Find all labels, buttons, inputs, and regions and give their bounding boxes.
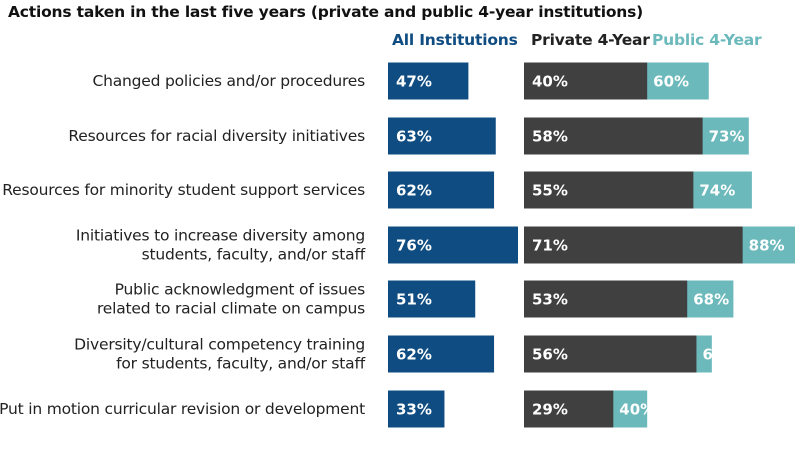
legend-private-4-year: Private 4-Year	[531, 31, 650, 49]
value-label-public-4-year: 68%	[693, 291, 729, 309]
value-label-private-4-year: 53%	[532, 291, 568, 309]
bar-private-4-year	[524, 335, 697, 373]
bar-all-institutions	[388, 62, 469, 100]
category-label: Initiatives to increase diversity among s…	[76, 227, 366, 264]
category-label: Put in motion curricular revision or dev…	[0, 400, 365, 418]
bar-private-4-year	[524, 117, 703, 155]
bar-private-4-year	[524, 62, 648, 100]
category-label: Public acknowledgment of issues related t…	[97, 281, 365, 318]
value-label-all-institutions: 62%	[396, 346, 432, 364]
bar-all-institutions	[388, 390, 445, 428]
chart-title: Actions taken in the last five years (pr…	[8, 3, 644, 21]
bar-all-institutions	[388, 335, 495, 373]
value-label-all-institutions: 47%	[396, 73, 432, 91]
category-label: Diversity/cultural competency training fo…	[74, 336, 366, 373]
value-label-all-institutions: 33%	[396, 401, 432, 419]
value-label-all-institutions: 62%	[396, 182, 432, 200]
bar-all-institutions	[388, 280, 476, 318]
value-label-all-institutions: 51%	[396, 291, 432, 309]
value-label-public-4-year: 73%	[709, 128, 745, 146]
category-label: Resources for minority student support s…	[2, 181, 365, 199]
category-label: Resources for racial diversity initiativ…	[68, 127, 365, 145]
category-label: Changed policies and/or procedures	[93, 72, 366, 90]
legend-public-4-year: Public 4-Year	[652, 31, 762, 49]
value-label-public-4-year: 61%	[702, 346, 738, 364]
bar-all-institutions	[388, 117, 496, 155]
bar-private-4-year	[524, 390, 614, 428]
value-label-public-4-year: 60%	[653, 73, 689, 91]
value-label-all-institutions: 76%	[396, 237, 432, 255]
value-label-public-4-year: 40%	[619, 401, 655, 419]
value-label-public-4-year: 74%	[699, 182, 735, 200]
bar-all-institutions	[388, 226, 518, 264]
value-label-private-4-year: 55%	[532, 182, 568, 200]
bar-all-institutions	[388, 171, 495, 209]
value-label-private-4-year: 56%	[532, 346, 568, 364]
value-label-all-institutions: 63%	[396, 128, 432, 146]
value-label-private-4-year: 58%	[532, 128, 568, 146]
bar-private-4-year	[524, 280, 688, 318]
bar-private-4-year	[524, 171, 694, 209]
value-label-private-4-year: 40%	[532, 73, 568, 91]
legend-all-institutions: All Institutions	[392, 31, 518, 49]
bar-private-4-year	[524, 226, 743, 264]
value-label-private-4-year: 29%	[532, 401, 568, 419]
value-label-public-4-year: 88%	[749, 237, 785, 255]
value-label-private-4-year: 71%	[532, 237, 568, 255]
